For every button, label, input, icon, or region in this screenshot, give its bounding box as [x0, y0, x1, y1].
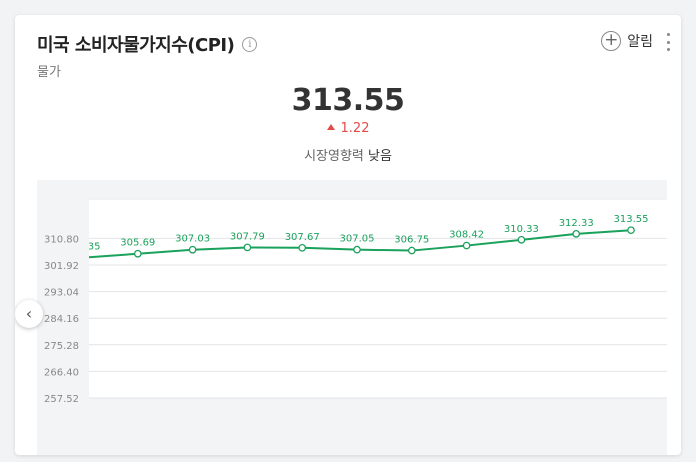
data-label: 312.33 — [559, 218, 594, 229]
x-axis: '23.07 '23.08 '23.09 '23.10 '23.11 '23.12 '24.… — [67, 421, 646, 432]
x-tick-label: '23.11 — [287, 421, 318, 432]
data-label: 313.55 — [614, 214, 649, 225]
alarm-label: 알림 — [627, 34, 653, 50]
y-tick-label: 257.52 — [44, 394, 79, 405]
category-label: 물가 — [37, 65, 61, 80]
up-triangle-icon — [326, 124, 335, 130]
y-tick-label: 266.40 — [44, 367, 79, 378]
change-value: 1.22 — [15, 121, 681, 136]
chevron-left-icon[interactable]: ‹ — [15, 300, 43, 328]
data-point — [188, 245, 197, 254]
data-point — [517, 235, 526, 244]
data-label: 306.75 — [394, 235, 429, 246]
y-tick-label: 301.92 — [44, 261, 79, 272]
data-label: 304.35 — [66, 242, 101, 253]
data-point — [133, 249, 142, 258]
data-label: 305.69 — [120, 238, 155, 249]
cpi-card: 미국 소비자물가지수(CPI) i 물가 + 알림 313.55 1.22 시장… — [15, 15, 681, 455]
more-vertical-icon[interactable] — [665, 33, 671, 51]
data-label: 307.79 — [230, 231, 265, 242]
info-icon[interactable]: i — [242, 36, 258, 52]
y-tick-label: 310.80 — [44, 234, 79, 245]
x-tick-label: '23.09 — [177, 421, 208, 432]
x-tick-label: '24.03 — [506, 421, 537, 432]
data-point — [407, 246, 416, 255]
alarm-button[interactable]: + 알림 — [601, 31, 653, 51]
data-point — [80, 255, 86, 261]
title-row: 미국 소비자물가지수(CPI) i — [37, 31, 258, 57]
data-point — [627, 226, 635, 235]
y-tick-label: 284.16 — [44, 314, 79, 325]
x-tick-label: '24.05 — [615, 421, 646, 432]
change-amount: 1.22 — [340, 121, 370, 136]
data-label: 307.03 — [175, 234, 210, 245]
plus-icon: + — [601, 31, 622, 51]
data-point — [462, 241, 471, 250]
impact-value: 낮음 — [368, 149, 392, 164]
data-label: 307.05 — [340, 234, 375, 245]
y-tick-label: 293.04 — [44, 288, 79, 299]
x-tick-label: '24.02 — [451, 421, 482, 432]
x-tick-label: '23.08 — [122, 421, 153, 432]
x-tick-label: '23.07 — [67, 421, 98, 432]
impact-label: 시장영향력 — [304, 149, 364, 164]
data-point — [243, 243, 252, 252]
y-tick-label: 275.28 — [44, 341, 79, 352]
data-label: 310.33 — [504, 224, 539, 235]
chart-area: 257.52 266.40 275.28 284.16 293.04 301.92 310.… — [37, 180, 667, 455]
current-value: 313.55 — [291, 83, 405, 118]
data-point — [353, 245, 361, 254]
x-tick-label: '23.10 — [232, 421, 263, 432]
market-impact: 시장영향력 낮음 — [15, 145, 681, 164]
data-label: 308.42 — [449, 230, 484, 241]
data-point — [572, 229, 581, 238]
cpi-line-chart: 257.52 266.40 275.28 284.16 293.04 301.92 310.… — [44, 198, 667, 432]
series-group: 304.35 305.69 307.03 307.79 307.67 307.05 306.… — [66, 214, 649, 261]
x-tick-label: '24.04 — [561, 421, 592, 432]
x-tick-label: '23.12 — [341, 421, 372, 432]
data-point — [298, 243, 307, 252]
x-tick-label: '24.01 — [396, 421, 427, 432]
page-title: 미국 소비자물가지수(CPI) — [37, 35, 235, 56]
data-label: 307.67 — [285, 232, 320, 243]
plot-background — [89, 198, 667, 398]
